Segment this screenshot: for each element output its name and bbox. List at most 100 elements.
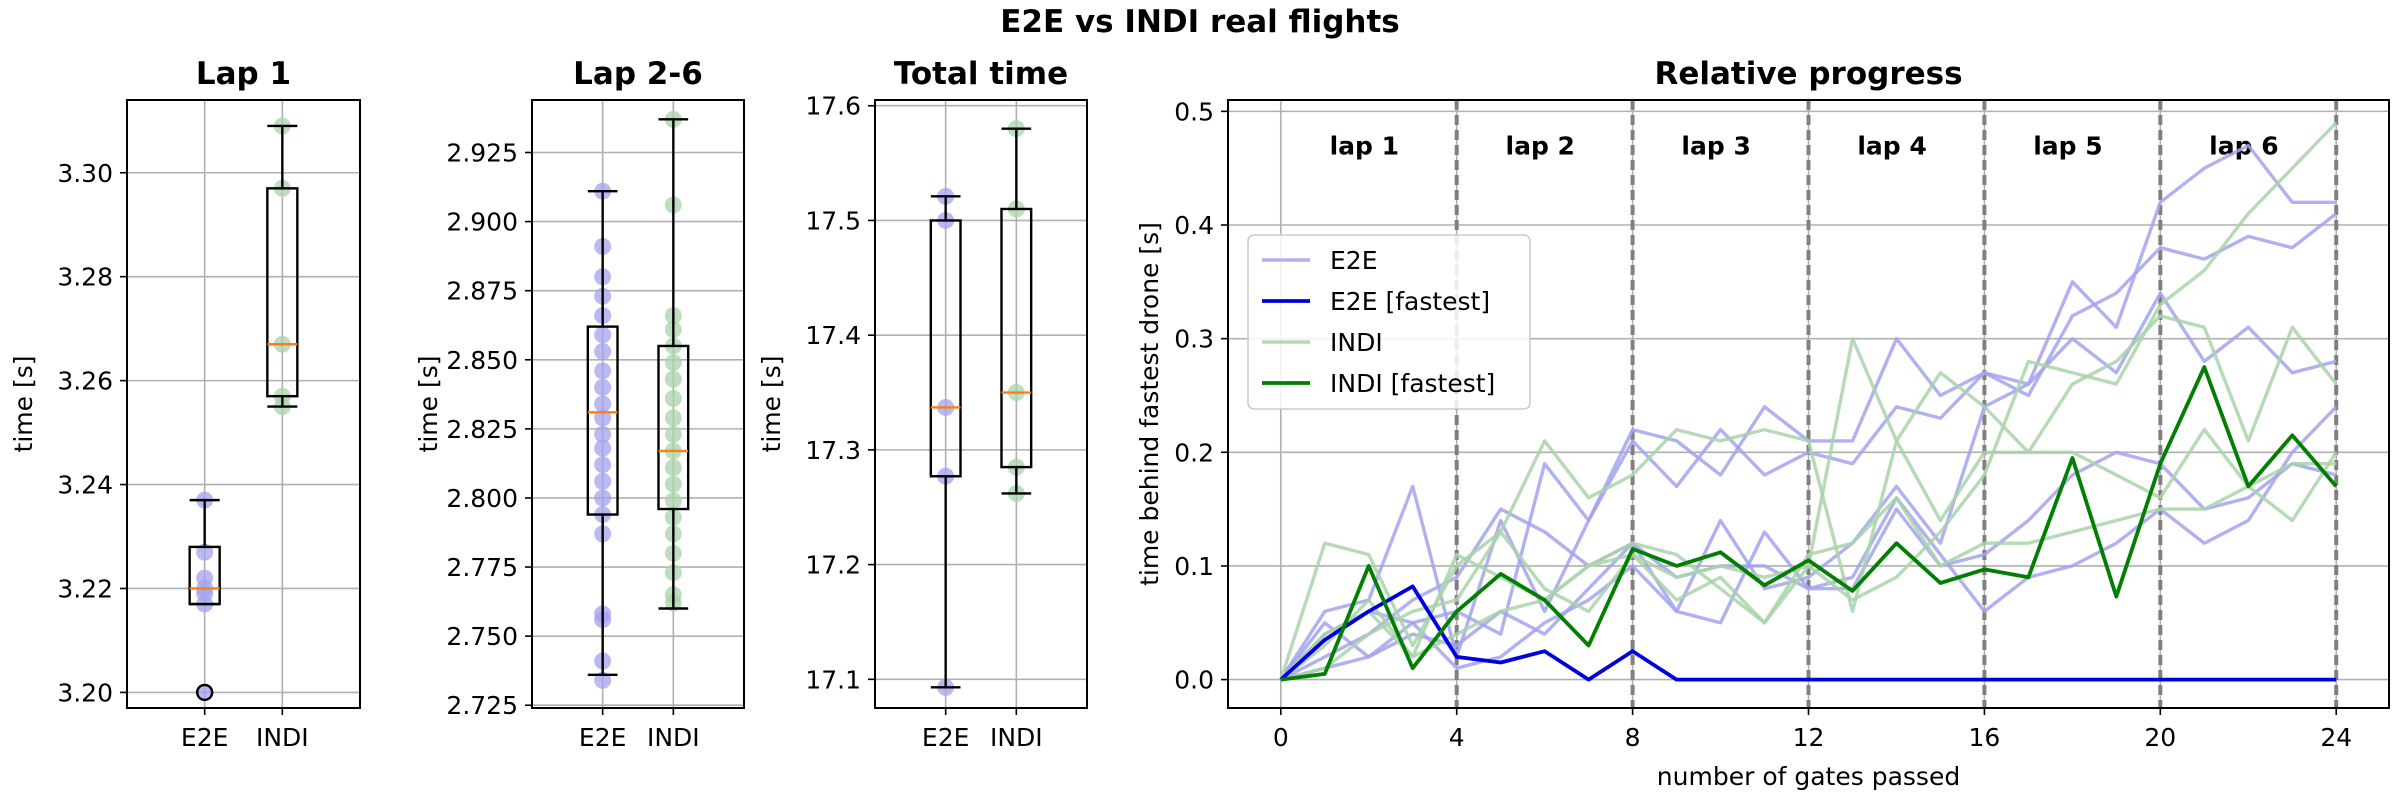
data-point [594,395,612,413]
data-point [594,342,612,360]
figure-title: E2E vs INDI real flights [1000,4,1400,40]
box-INDI [1000,207,1033,469]
lap-label: lap 2 [1506,131,1575,160]
data-point [594,378,612,396]
data-point [664,475,682,493]
y-tick-label: 17.4 [805,321,861,350]
y-tick-label: 2.875 [446,277,518,306]
y-tick-label: 2.900 [446,208,518,237]
box-E2E [586,325,619,516]
panel-title: Relative progress [1654,56,1962,92]
y-tick-label: 2.750 [446,622,518,651]
x-tick-label: 8 [1625,723,1641,752]
axes-frame [874,99,1088,709]
data-point [594,456,612,474]
y-tick-label: 0.3 [1174,325,1214,354]
data-point [594,439,612,457]
legend-entry: INDI [1330,328,1383,357]
x-axis-label: number of gates passed [1657,762,1960,791]
y-tick-label: 3.20 [57,678,113,707]
data-point [664,492,682,510]
y-tick-label: 17.6 [805,92,861,121]
x-tick-label: 12 [1793,723,1825,752]
x-tick-label: E2E [181,723,229,752]
y-tick-label: 2.775 [446,553,518,582]
y-tick-label: 17.3 [805,436,861,465]
panel-1: Lap 2-6 E2E INDI 2.725 2.750 2.775 2.800 2.825 2… [414,56,745,752]
lap-label: lap 5 [2033,131,2102,160]
x-tick-label: INDI [647,723,700,752]
x-tick-label: 16 [1969,723,2001,752]
y-tick-label: 0.5 [1174,97,1214,126]
panel-title: Lap 1 [196,56,291,92]
y-tick-label: 2.825 [446,415,518,444]
y-axis-label: time [s] [414,356,443,453]
legend-entry: E2E [1330,246,1378,275]
lap-label: lap 3 [1681,131,1750,160]
data-point [664,370,682,388]
y-tick-label: 2.725 [446,691,518,720]
box-E2E [188,545,221,606]
box-E2E [929,219,962,478]
data-point [594,472,612,490]
x-tick-label: 20 [2144,723,2176,752]
y-tick-label: 17.5 [805,206,861,235]
panel-title: Lap 2-6 [573,56,703,92]
x-tick-label: 0 [1273,723,1289,752]
legend: E2E E2E [fastest] INDI INDI [fastest] [1247,234,1531,410]
x-tick-label: 4 [1449,723,1465,752]
panel-0: Lap 1 E2E INDI 3.20 3.22 3.24 3.26 3.28 3.30 time… [9,56,361,752]
data-point [664,409,682,427]
y-axis-label: time behind fastest drone [s] [1135,222,1164,586]
data-point [594,671,612,689]
data-point [664,459,682,477]
flier [195,683,214,702]
y-tick-label: 0.2 [1174,438,1214,467]
data-point [594,326,612,344]
series-line-indi [1279,462,2337,681]
y-tick-label: 3.30 [57,159,113,188]
y-tick-label: 3.22 [57,574,113,603]
data-point [594,425,612,443]
x-tick-label: E2E [922,723,970,752]
y-tick-label: 2.800 [446,484,518,513]
legend-frame [1247,234,1531,410]
series-line-indi-fastest- [1280,365,2338,682]
legend-entry: E2E [fastest] [1330,287,1490,316]
lap-label: lap 4 [1857,131,1926,160]
series-line-indi [1279,314,2338,681]
data-point [664,354,682,372]
legend-entry: INDI [fastest] [1330,369,1495,398]
y-tick-label: 17.1 [805,665,861,694]
x-tick-label: 24 [2320,723,2352,752]
y-tick-label: 17.2 [805,551,861,580]
y-tick-label: 3.28 [57,263,113,292]
data-point [594,489,612,507]
lap-label: lap 1 [1330,131,1399,160]
axes-frame [126,99,361,709]
x-tick-label: INDI [990,723,1043,752]
y-tick-label: 3.26 [57,367,113,396]
data-point [594,409,612,427]
data-point [594,362,612,380]
axes-frame [531,99,745,709]
chart-panels: Lap 1 E2E INDI 3.20 3.22 3.24 3.26 3.28 3.30 time… [9,56,2390,791]
y-tick-label: 0.4 [1174,211,1214,240]
y-tick-label: 0.1 [1174,552,1214,581]
axes-frame [1227,99,2390,709]
data-point [664,425,682,443]
x-tick-label: E2E [579,723,627,752]
series-line-indi [1280,427,2338,682]
panel-2: Total time E2E INDI 17.1 17.2 17.3 17.4 17.5 17.… [757,56,1088,752]
series-line-e2e [1280,291,2337,682]
y-axis-label: time [s] [9,356,38,453]
panel-title: Total time [894,56,1068,92]
data-point [196,683,214,701]
y-tick-label: 2.850 [446,346,518,375]
y-tick-label: 2.925 [446,139,518,168]
y-axis-label: time [s] [757,356,786,453]
series-line-e2e-fastest- [1279,584,2337,682]
x-tick-label: INDI [256,723,309,752]
y-tick-label: 0.0 [1174,666,1214,695]
